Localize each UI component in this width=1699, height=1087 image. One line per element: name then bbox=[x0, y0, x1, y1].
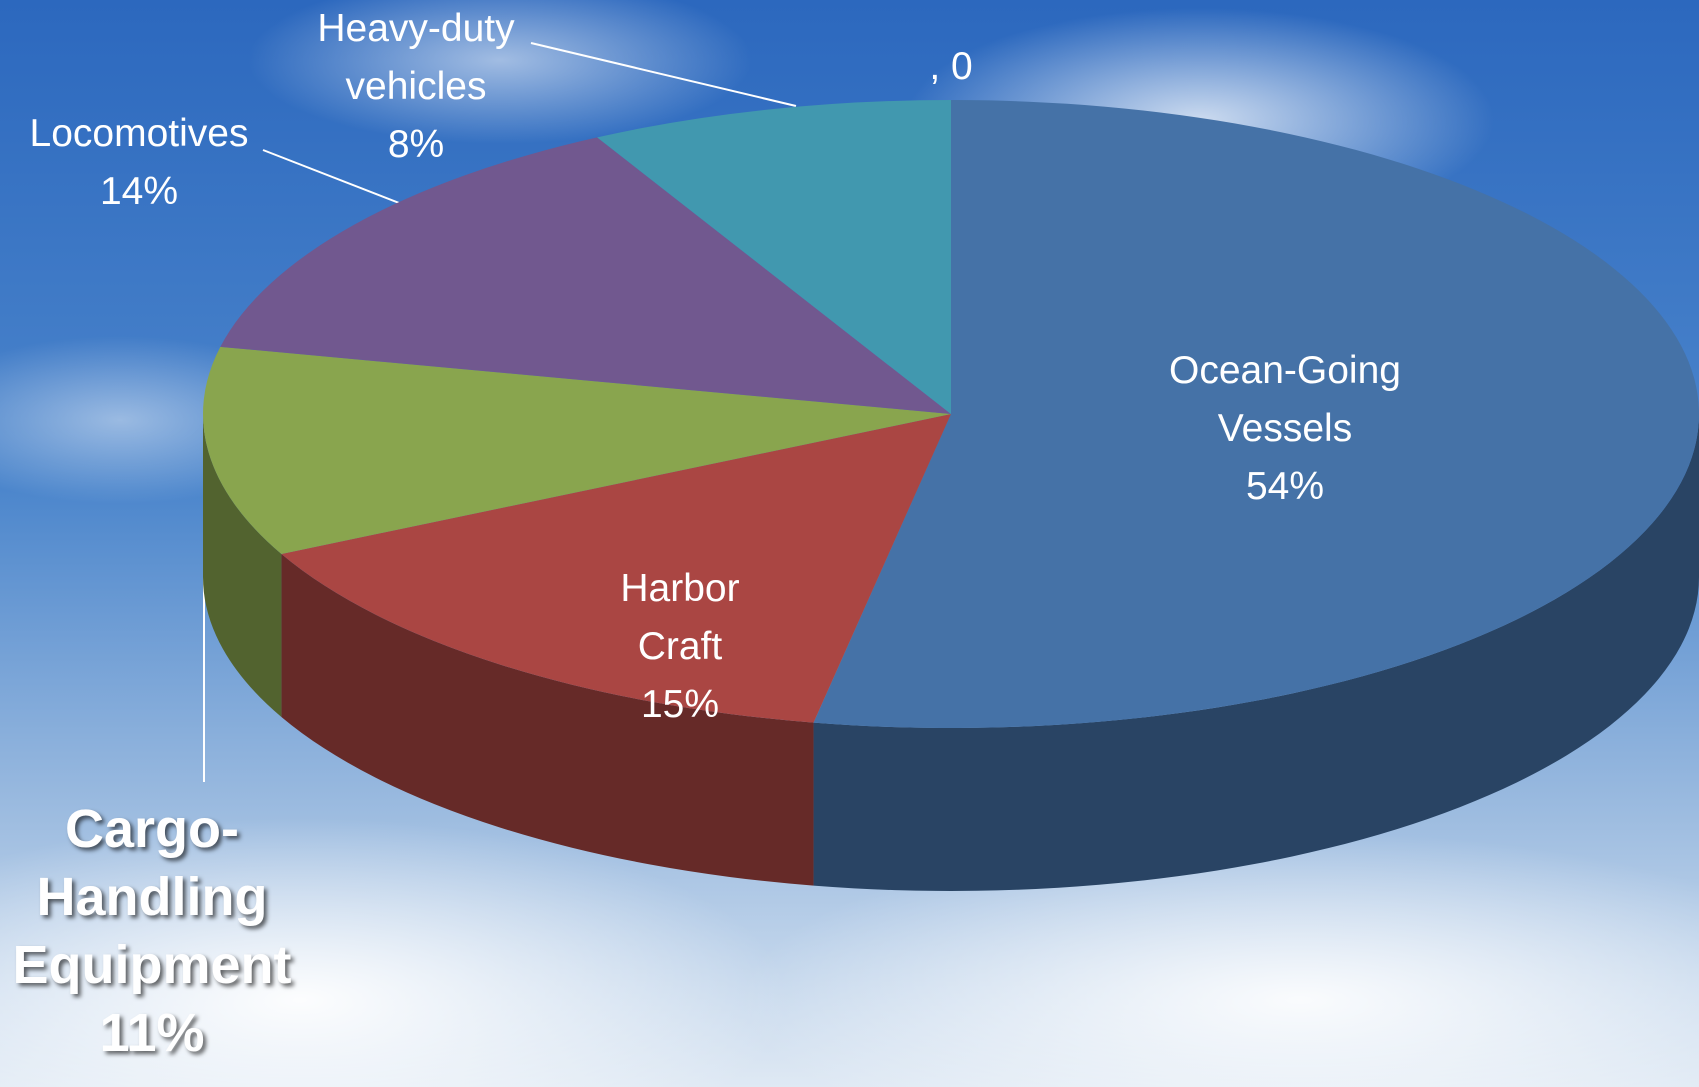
label-category: Harbor Craft bbox=[620, 567, 740, 668]
label-category: Locomotives bbox=[29, 112, 249, 155]
data-label: Heavy-duty vehicles 8% bbox=[296, 0, 536, 174]
pie-side bbox=[203, 414, 282, 717]
pie-slice bbox=[281, 414, 951, 723]
pie-slice bbox=[203, 346, 951, 554]
pie-slice bbox=[597, 100, 951, 414]
label-value: 15% bbox=[640, 683, 720, 726]
pie-side bbox=[281, 553, 814, 886]
label-value: 8% bbox=[387, 123, 445, 166]
label-category: Ocean-Going Vessels bbox=[1169, 349, 1401, 450]
label-category: Heavy-duty vehicles bbox=[317, 7, 515, 108]
leader-line bbox=[530, 42, 797, 107]
label-category: Cargo-Handling Equipment bbox=[12, 799, 292, 995]
data-label: Ocean-Going Vessels 54% bbox=[1155, 342, 1415, 516]
leader-line bbox=[262, 149, 413, 209]
pie-slice bbox=[813, 100, 1699, 728]
label-value: 54% bbox=[1245, 465, 1325, 508]
data-label: , 0 bbox=[851, 38, 1051, 96]
data-label: Cargo-Handling Equipment 11% bbox=[2, 795, 302, 1067]
data-label: Locomotives 14% bbox=[0, 105, 289, 221]
data-label: Harbor Craft 15% bbox=[595, 560, 765, 734]
label-value: , 0 bbox=[929, 45, 973, 88]
label-value: 14% bbox=[99, 170, 179, 213]
pie-slice bbox=[220, 137, 952, 414]
pie-side bbox=[813, 414, 1699, 892]
label-value: 11% bbox=[99, 1003, 205, 1063]
